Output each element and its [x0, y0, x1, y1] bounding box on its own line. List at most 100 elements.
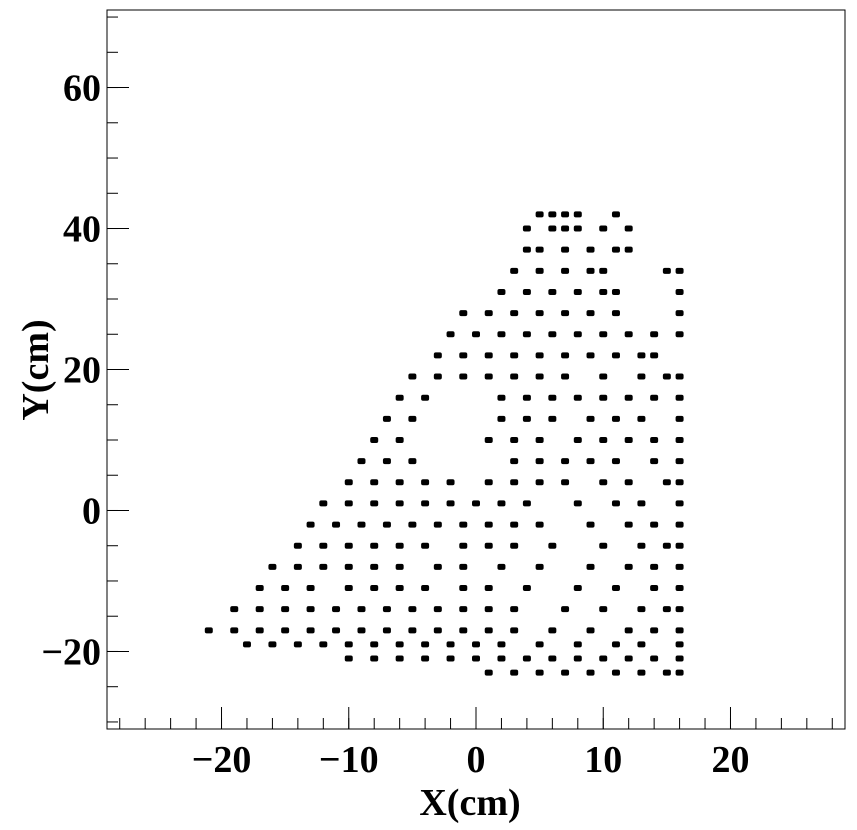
point	[459, 310, 468, 317]
point	[510, 606, 519, 613]
point	[242, 641, 251, 648]
point	[395, 436, 404, 443]
point	[535, 641, 544, 648]
point	[662, 542, 671, 549]
point	[611, 500, 620, 507]
point	[624, 246, 633, 253]
point	[370, 436, 379, 443]
point	[561, 211, 570, 218]
point	[319, 542, 328, 549]
point	[548, 331, 557, 338]
point	[484, 542, 493, 549]
point	[510, 521, 519, 528]
point	[510, 352, 519, 359]
point	[650, 458, 659, 465]
point	[446, 331, 455, 338]
plot-frame	[106, 9, 846, 730]
point	[650, 585, 659, 592]
x-tick-label: 10	[584, 739, 622, 781]
point	[611, 641, 620, 648]
point	[497, 331, 506, 338]
point	[522, 655, 531, 662]
point	[497, 500, 506, 507]
point	[637, 542, 646, 549]
point	[561, 479, 570, 486]
point	[586, 415, 595, 422]
point	[433, 521, 442, 528]
point	[433, 627, 442, 634]
point	[675, 415, 684, 422]
point	[599, 225, 608, 232]
point	[382, 627, 391, 634]
point	[306, 585, 315, 592]
point	[484, 373, 493, 380]
point	[561, 310, 570, 317]
point	[204, 627, 213, 634]
point	[484, 585, 493, 592]
point	[586, 521, 595, 528]
point	[357, 606, 366, 613]
point	[599, 542, 608, 549]
point	[624, 627, 633, 634]
point	[472, 500, 480, 507]
point	[446, 500, 455, 507]
point	[586, 352, 595, 359]
point	[675, 394, 684, 401]
point	[281, 627, 290, 634]
point	[548, 655, 557, 662]
point	[370, 479, 379, 486]
point	[408, 415, 417, 422]
point	[650, 352, 659, 359]
point	[573, 436, 582, 443]
point	[675, 288, 684, 295]
point	[586, 669, 595, 676]
point	[675, 479, 684, 486]
point	[255, 627, 264, 634]
point	[370, 542, 379, 549]
point	[675, 585, 684, 592]
point	[459, 606, 468, 613]
point	[484, 627, 493, 634]
point	[332, 606, 341, 613]
point	[472, 331, 480, 338]
point	[293, 641, 302, 648]
point	[637, 373, 646, 380]
point	[319, 563, 328, 570]
x-tick-label: −10	[319, 739, 379, 781]
point	[561, 373, 570, 380]
point	[535, 479, 544, 486]
point	[624, 479, 633, 486]
point	[459, 373, 468, 380]
point	[535, 669, 544, 676]
point	[446, 479, 455, 486]
point	[586, 627, 595, 634]
point	[611, 211, 620, 218]
point	[586, 267, 595, 274]
point	[522, 225, 531, 232]
point	[421, 394, 430, 401]
point	[675, 267, 684, 274]
point	[548, 542, 557, 549]
point	[599, 655, 608, 662]
point	[637, 500, 646, 507]
point	[624, 655, 633, 662]
point	[561, 225, 570, 232]
point	[611, 352, 620, 359]
point	[624, 394, 633, 401]
point	[319, 500, 328, 507]
point	[306, 521, 315, 528]
point	[535, 373, 544, 380]
y-axis-label: Y(cm)	[15, 319, 57, 420]
point	[548, 225, 557, 232]
point	[611, 246, 620, 253]
y-tick-label: 0	[82, 490, 101, 532]
point	[472, 655, 480, 662]
point	[611, 669, 620, 676]
point	[382, 521, 391, 528]
point	[510, 436, 519, 443]
point	[561, 246, 570, 253]
point	[255, 606, 264, 613]
point	[535, 563, 544, 570]
point	[522, 500, 531, 507]
